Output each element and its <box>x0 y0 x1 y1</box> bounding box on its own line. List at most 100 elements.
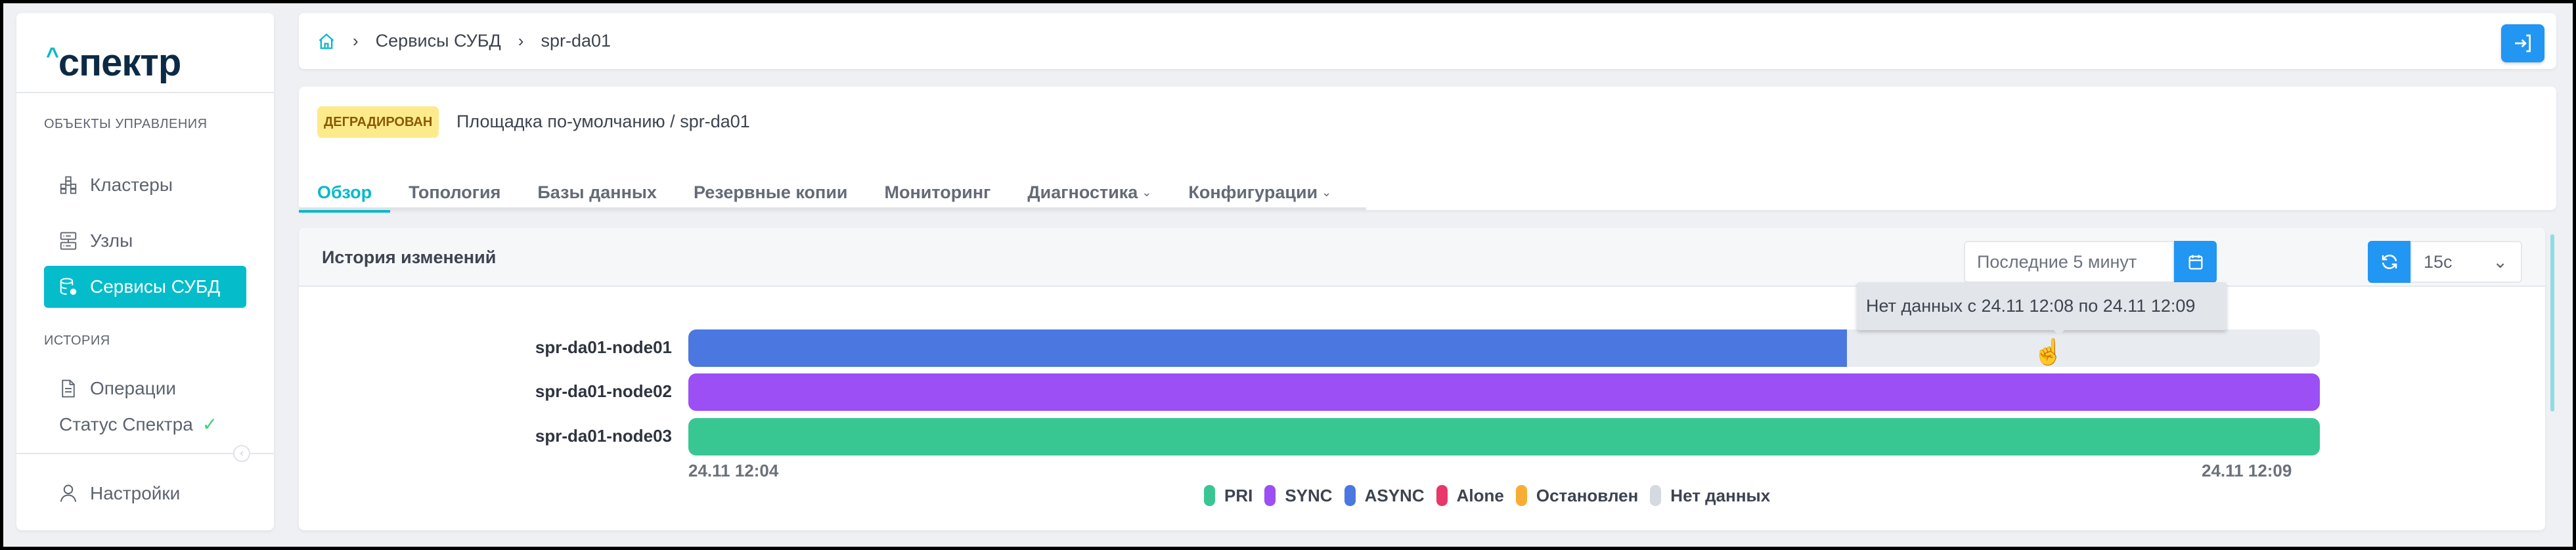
status-label: Статус Спектра <box>59 414 193 434</box>
database-gear-icon <box>60 278 77 295</box>
legend-label: Нет данных <box>1670 485 1771 505</box>
tab-label: Диагностика <box>1027 182 1138 202</box>
legend-label: Alone <box>1456 485 1504 505</box>
sidebar: ^спектр ОБЪЕКТЫ УПРАВЛЕНИЯ Кластеры Узлы… <box>16 13 274 530</box>
clusters-icon <box>60 176 77 194</box>
legend-label: SYNC <box>1285 485 1333 505</box>
tab-databases[interactable]: Базы данных <box>519 175 675 210</box>
spectr-status[interactable]: Статус Спектра ✓ <box>59 413 217 435</box>
tab-backups[interactable]: Резервные копии <box>675 175 866 210</box>
tab-configurations[interactable]: Конфигурации ⌄ <box>1170 175 1350 210</box>
section-history: ИСТОРИЯ <box>44 333 110 348</box>
sidebar-item-db-services[interactable]: Сервисы СУБД <box>44 266 246 308</box>
tab-monitoring[interactable]: Мониторинг <box>866 175 1010 210</box>
app-frame: ^спектр ОБЪЕКТЫ УПРАВЛЕНИЯ Кластеры Узлы… <box>3 3 2573 547</box>
legend-item: SYNC <box>1264 485 1333 506</box>
legend-swatch <box>1344 485 1356 506</box>
tab-diagnostics[interactable]: Диагностика ⌄ <box>1009 175 1170 210</box>
tab-overview[interactable]: Обзор <box>299 175 391 213</box>
calendar-button[interactable] <box>2174 241 2217 283</box>
collapse-sidebar-button[interactable]: ‹ <box>233 445 250 462</box>
sidebar-item-nodes[interactable]: Узлы <box>44 220 246 262</box>
document-icon <box>62 379 75 398</box>
chevron-down-icon: ⌄ <box>2493 252 2508 272</box>
timeline-track <box>688 329 2320 367</box>
timeline-segment[interactable] <box>688 329 1847 367</box>
sidebar-item-label: Кластеры <box>90 175 173 195</box>
legend-swatch <box>1264 485 1276 506</box>
chevron-right-icon: › <box>353 31 359 51</box>
axis-start-label: 24.11 12:04 <box>688 461 779 480</box>
legend-item: ASYNC <box>1344 485 1425 506</box>
sidebar-item-settings[interactable]: Настройки <box>44 473 246 515</box>
login-button[interactable] <box>2501 24 2544 62</box>
sidebar-item-label: Сервисы СУБД <box>90 276 221 297</box>
refresh-icon <box>2382 255 2397 269</box>
legend-swatch <box>1436 485 1448 506</box>
service-header: ДЕГРАДИРОВАН Площадка по-умолчанию / spr… <box>299 87 2556 213</box>
logo[interactable]: ^спектр <box>46 41 181 84</box>
sign-in-icon <box>2515 34 2531 53</box>
servers-icon <box>60 232 77 250</box>
legend-label: PRI <box>1224 485 1253 505</box>
legend-swatch <box>1650 485 1662 506</box>
refresh-button[interactable] <box>2368 241 2410 283</box>
legend-item: Alone <box>1436 485 1504 506</box>
row-label: spr-da01-node02 <box>535 381 672 401</box>
sidebar-item-label: Настройки <box>90 483 181 503</box>
timeline-track <box>688 418 2320 455</box>
legend-item: Остановлен <box>1515 485 1639 506</box>
sidebar-item-label: Узлы <box>90 230 133 251</box>
row-label: spr-da01-node01 <box>535 337 672 357</box>
section-objects: ОБЪЕКТЫ УПРАВЛЕНИЯ <box>44 117 208 131</box>
top-bar: › Сервисы СУБД › spr-da01 <box>299 13 2556 69</box>
history-title: История изменений <box>322 247 497 267</box>
scrollbar[interactable] <box>2550 234 2554 412</box>
user-icon <box>60 484 77 502</box>
timeline-segment[interactable] <box>1846 329 2320 367</box>
refresh-interval-select[interactable]: 15с ⌄ <box>2410 241 2522 283</box>
tooltip: Нет данных с 24.11 12:08 по 24.11 12:09 <box>1857 282 2227 335</box>
row-label: spr-da01-node03 <box>535 426 672 446</box>
logo-text: спектр <box>58 41 181 84</box>
chevron-right-icon: › <box>518 31 524 51</box>
refresh-interval-value: 15с <box>2424 252 2453 272</box>
legend-item: PRI <box>1204 485 1253 506</box>
breadcrumb: › Сервисы СУБД › spr-da01 <box>317 13 611 69</box>
check-icon: ✓ <box>202 414 218 434</box>
tab-label: Резервные копии <box>693 182 848 202</box>
tab-label: Конфигурации <box>1188 182 1318 202</box>
tab-label: Обзор <box>317 182 372 202</box>
legend: PRI SYNC ASYNC Alone Остановлен Нет данных <box>1204 485 1770 506</box>
tabs: Обзор Топология Базы данных Резервные ко… <box>299 175 1366 213</box>
status-badge: ДЕГРАДИРОВАН <box>317 106 439 138</box>
time-range-input[interactable]: Последние 5 минут <box>1964 241 2174 283</box>
timeline-track <box>688 373 2320 411</box>
legend-item: Нет данных <box>1650 485 1770 506</box>
sidebar-item-label: Операции <box>90 378 176 398</box>
legend-label: Остановлен <box>1536 485 1639 505</box>
home-icon[interactable] <box>317 32 336 51</box>
divider <box>16 92 274 93</box>
tab-topology[interactable]: Топология <box>390 175 519 210</box>
chevron-down-icon: ⌄ <box>1321 186 1332 199</box>
axis-end-label: 24.11 12:09 <box>2202 461 2292 480</box>
tab-label: Мониторинг <box>884 182 991 202</box>
sidebar-item-operations[interactable]: Операции <box>44 368 246 410</box>
legend-swatch <box>1204 485 1215 506</box>
timeline-segment[interactable] <box>688 373 2320 411</box>
legend-label: ASYNC <box>1364 485 1425 505</box>
tab-label: Топология <box>409 182 501 202</box>
history-header: История изменений Последние 5 минут 15с ⌄ <box>299 228 2545 287</box>
breadcrumb-item[interactable]: Сервисы СУБД <box>375 31 501 51</box>
legend-swatch <box>1515 485 1527 506</box>
timeline-segment[interactable] <box>688 418 2320 455</box>
history-panel: История изменений Последние 5 минут 15с ⌄… <box>299 228 2545 530</box>
divider <box>16 453 274 454</box>
hand-cursor-icon: ☝ <box>2033 339 2064 366</box>
calendar-icon <box>2188 255 2202 270</box>
sidebar-item-clusters[interactable]: Кластеры <box>44 164 246 206</box>
chevron-down-icon: ⌄ <box>1142 186 1152 199</box>
breadcrumb-item: spr-da01 <box>541 31 611 51</box>
tab-label: Базы данных <box>537 182 657 202</box>
